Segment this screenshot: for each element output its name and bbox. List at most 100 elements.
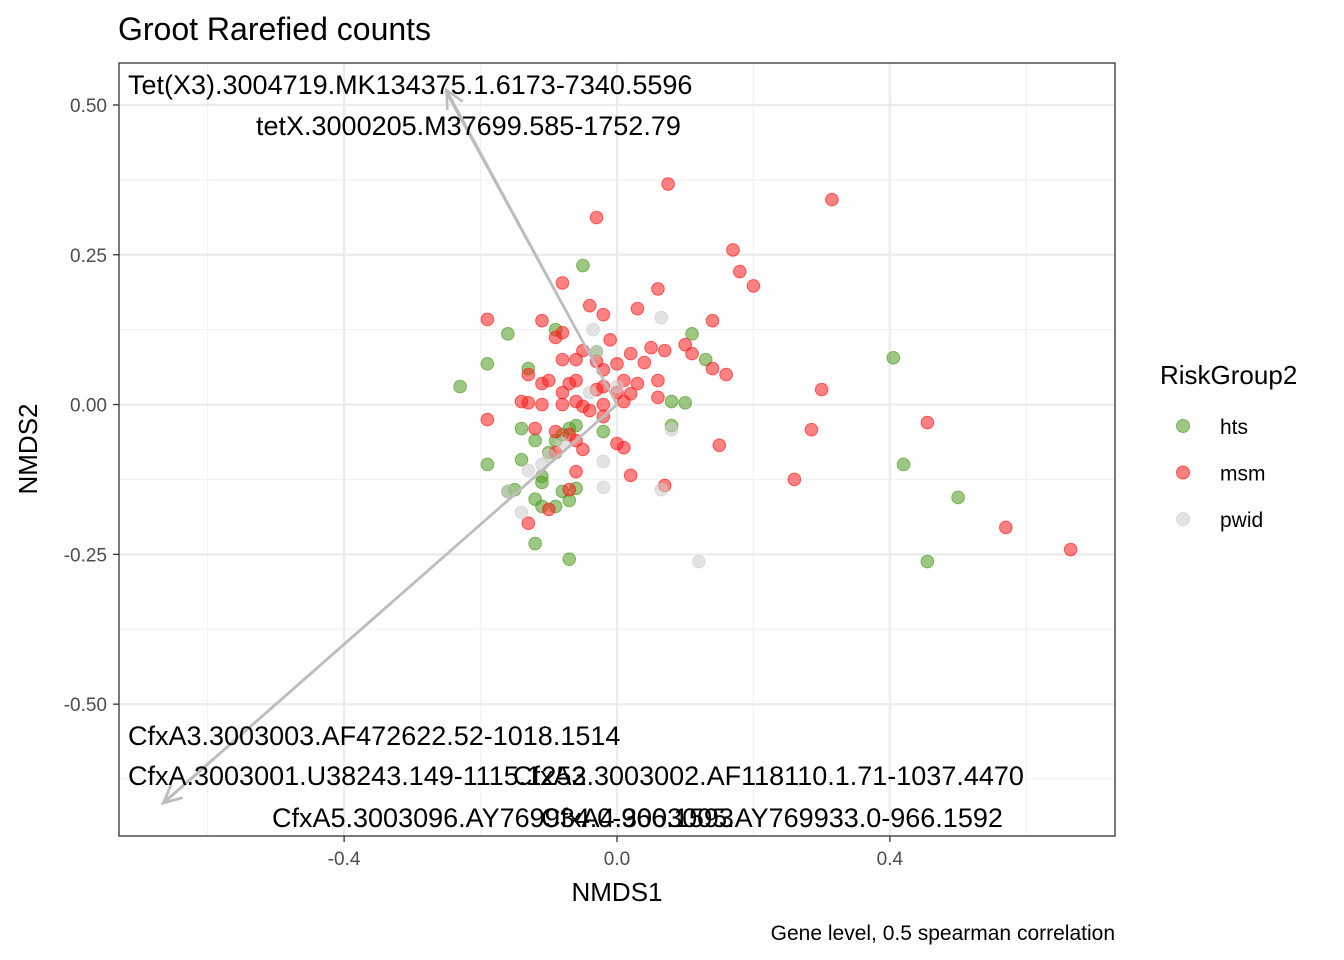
point-msm <box>617 394 631 409</box>
x-axis-ticks: -0.4 0.0 0.4 <box>328 836 904 870</box>
point-msm <box>555 276 570 290</box>
point-msm <box>576 442 590 457</box>
point-msm <box>705 313 720 328</box>
point-msm <box>582 403 597 418</box>
vector-label: Tet(X3).3004719.MK134375.1.6173-7340.559… <box>128 70 692 100</box>
point-pwid <box>596 480 611 495</box>
y-tick-label: 0.00 <box>70 396 107 417</box>
point-msm <box>1063 542 1078 557</box>
point-msm <box>555 397 570 412</box>
point-pwid <box>521 463 536 478</box>
point-msm <box>582 298 597 313</box>
point-msm <box>569 394 583 409</box>
point-msm <box>535 313 549 328</box>
point-hts <box>569 418 583 433</box>
point-msm <box>521 395 536 410</box>
point-hts <box>501 327 515 341</box>
point-msm <box>787 472 802 487</box>
legend-label-msm: msm <box>1220 463 1266 486</box>
vector-label: CfxA3.3003003.AF472622.52-1018.1514 <box>128 721 620 751</box>
point-msm <box>637 355 652 370</box>
vector-label: tetX.3000205.M37699.585-1752.79 <box>256 111 681 141</box>
point-msm <box>726 243 740 257</box>
chart-title: Groot Rarefied counts <box>118 11 431 47</box>
point-hts <box>951 490 965 505</box>
legend: RiskGroup2 hts msm pwid <box>1160 360 1297 532</box>
point-hts <box>480 357 495 371</box>
data-points <box>453 177 1078 569</box>
point-msm <box>712 438 727 453</box>
point-msm <box>528 421 542 436</box>
point-msm <box>719 367 733 382</box>
point-pwid <box>589 345 604 359</box>
y-tick-label: 0.25 <box>70 246 107 267</box>
point-msm <box>814 382 829 397</box>
point-msm <box>999 520 1013 535</box>
x-tick-label: -0.4 <box>328 849 361 870</box>
vector-label: CfxA2.3003002.AF118110.1.71-1037.4470 <box>513 761 1024 791</box>
point-hts <box>685 327 699 341</box>
point-hts <box>896 457 911 472</box>
point-msm <box>732 264 747 279</box>
point-msm <box>804 422 819 437</box>
point-hts <box>678 395 693 410</box>
point-msm <box>705 361 720 376</box>
vector-arrows <box>161 87 619 805</box>
point-hts <box>596 424 611 439</box>
point-hts <box>698 352 713 367</box>
point-msm <box>657 343 672 358</box>
y-tick-label: -0.25 <box>64 545 107 566</box>
vector-label: CfxA.3003001.U38243.149-1115.1253 <box>128 761 586 791</box>
vector-label: CfxA5.3003096.AY769934.0-966.1593 <box>272 803 734 833</box>
point-pwid <box>654 310 669 325</box>
point-msm <box>521 516 536 531</box>
point-pwid <box>586 322 600 337</box>
vector-arrowhead <box>161 784 183 805</box>
point-msm <box>617 440 631 455</box>
point-msm <box>651 282 665 296</box>
point-hts <box>535 475 549 490</box>
point-msm <box>630 301 645 316</box>
point-pwid <box>664 422 679 437</box>
x-tick-label: 0.4 <box>877 849 904 870</box>
point-msm <box>678 337 693 352</box>
point-hts <box>514 421 529 436</box>
point-msm <box>589 210 604 225</box>
legend-label-pwid: pwid <box>1220 509 1263 532</box>
vector-arrowhead <box>445 87 464 110</box>
point-msm <box>644 340 658 355</box>
point-hts <box>514 452 529 467</box>
y-tick-label: -0.50 <box>64 695 107 716</box>
point-msm <box>651 373 665 388</box>
vector-arrow <box>445 89 619 406</box>
point-hts <box>576 258 590 273</box>
vector-arrow <box>161 403 618 805</box>
x-tick-label: 0.0 <box>604 849 630 870</box>
point-msm <box>746 279 761 293</box>
point-hts <box>528 433 542 448</box>
legend-key-msm <box>1176 465 1190 480</box>
chart-caption: Gene level, 0.5 spearman correlation <box>771 922 1115 945</box>
point-msm <box>569 373 583 388</box>
point-msm <box>630 376 645 391</box>
point-msm <box>555 385 570 400</box>
point-msm <box>596 397 611 412</box>
point-pwid <box>541 448 556 463</box>
y-axis-ticks: -0.50 -0.25 0.00 0.25 0.50 <box>64 96 119 716</box>
point-pwid <box>582 385 597 400</box>
point-hts <box>562 552 577 566</box>
point-msm <box>623 468 638 483</box>
point-pwid <box>596 454 611 469</box>
point-msm <box>480 412 495 427</box>
point-msm <box>610 357 624 371</box>
point-msm <box>596 307 611 322</box>
point-pwid <box>610 379 624 394</box>
point-msm <box>521 367 536 382</box>
legend-key-pwid <box>1176 512 1190 526</box>
point-msm <box>685 346 699 361</box>
point-msm <box>562 482 577 497</box>
point-msm <box>548 424 563 439</box>
point-hts <box>886 351 901 365</box>
point-msm <box>569 352 583 367</box>
